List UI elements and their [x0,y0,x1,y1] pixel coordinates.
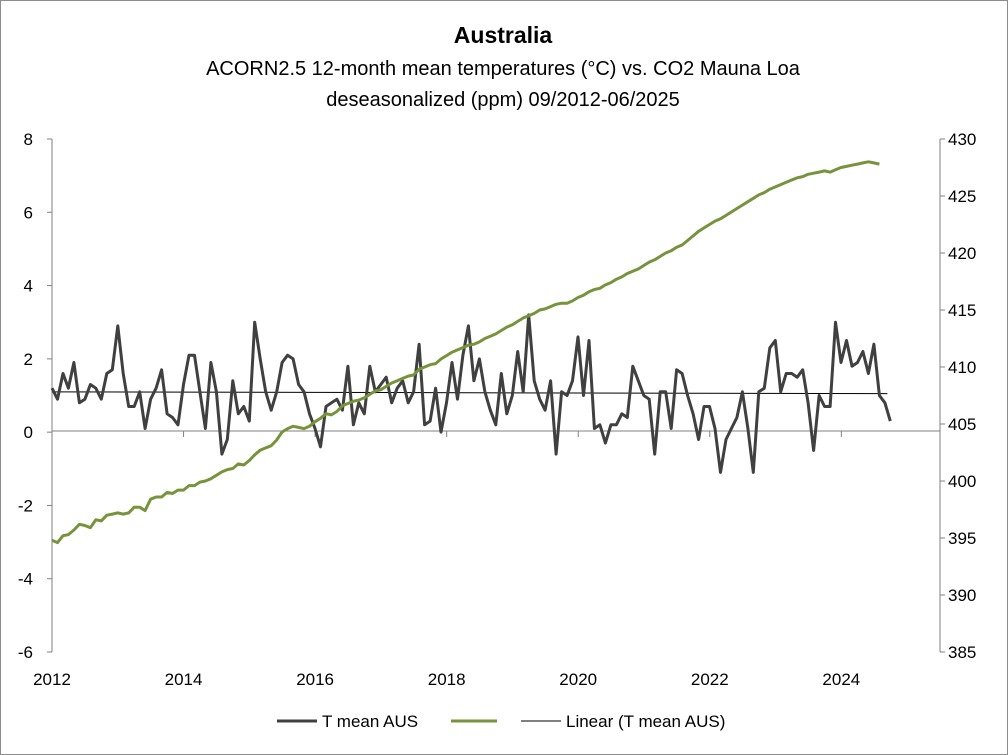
right-tick-label: 410 [948,358,976,377]
x-tick-label: 2024 [822,670,860,689]
left-tick-label: -6 [18,643,33,662]
chart-subtitle-line-2: deseasonalized (ppm) 09/2012-06/2025 [326,89,680,111]
right-tick-label: 395 [948,529,976,548]
x-tick-label: 2018 [428,670,466,689]
x-tick-label: 2014 [165,670,203,689]
right-tick-label: 430 [948,130,976,149]
series-line-co2 [51,160,880,545]
x-tick-label: 2020 [559,670,597,689]
chart-subtitle-line-1: ACORN2.5 12-month mean temperatures (°C)… [206,58,801,80]
legend: T mean AUS Linear (T mean AUS) [277,712,725,731]
plot-area [50,160,892,545]
left-tick-label: 6 [24,203,33,222]
right-tick-label: 385 [948,643,976,662]
left-tick-label: -2 [18,496,33,515]
right-tick-label: 420 [948,244,976,263]
left-tick-label: 4 [24,277,33,296]
right-tick-label: 415 [948,301,976,320]
left-axis-ticks: 8 6 4 2 0 -2 -4 -6 [18,130,52,662]
x-tick-label: 2016 [296,670,334,689]
right-tick-label: 390 [948,586,976,605]
x-tick-label: 2012 [33,670,71,689]
right-tick-label: 405 [948,415,976,434]
left-tick-label: -4 [18,570,33,589]
x-axis-ticks: 2012 2014 2016 2018 2020 2022 2024 [33,431,860,689]
series-line-t-mean-aus [50,313,892,474]
right-axis-ticks: 430 425 420 415 410 405 400 395 390 385 [940,130,976,662]
legend-label-linear: Linear (T mean AUS) [566,712,725,731]
left-tick-label: 2 [24,350,33,369]
x-tick-label: 2022 [691,670,729,689]
trendline-linear-t-mean [51,391,888,395]
right-tick-label: 400 [948,472,976,491]
left-tick-label: 0 [24,423,33,442]
left-tick-label: 8 [24,130,33,149]
right-tick-label: 425 [948,187,976,206]
chart-title: Australia [454,22,553,48]
legend-label-t-mean: T mean AUS [322,712,418,731]
